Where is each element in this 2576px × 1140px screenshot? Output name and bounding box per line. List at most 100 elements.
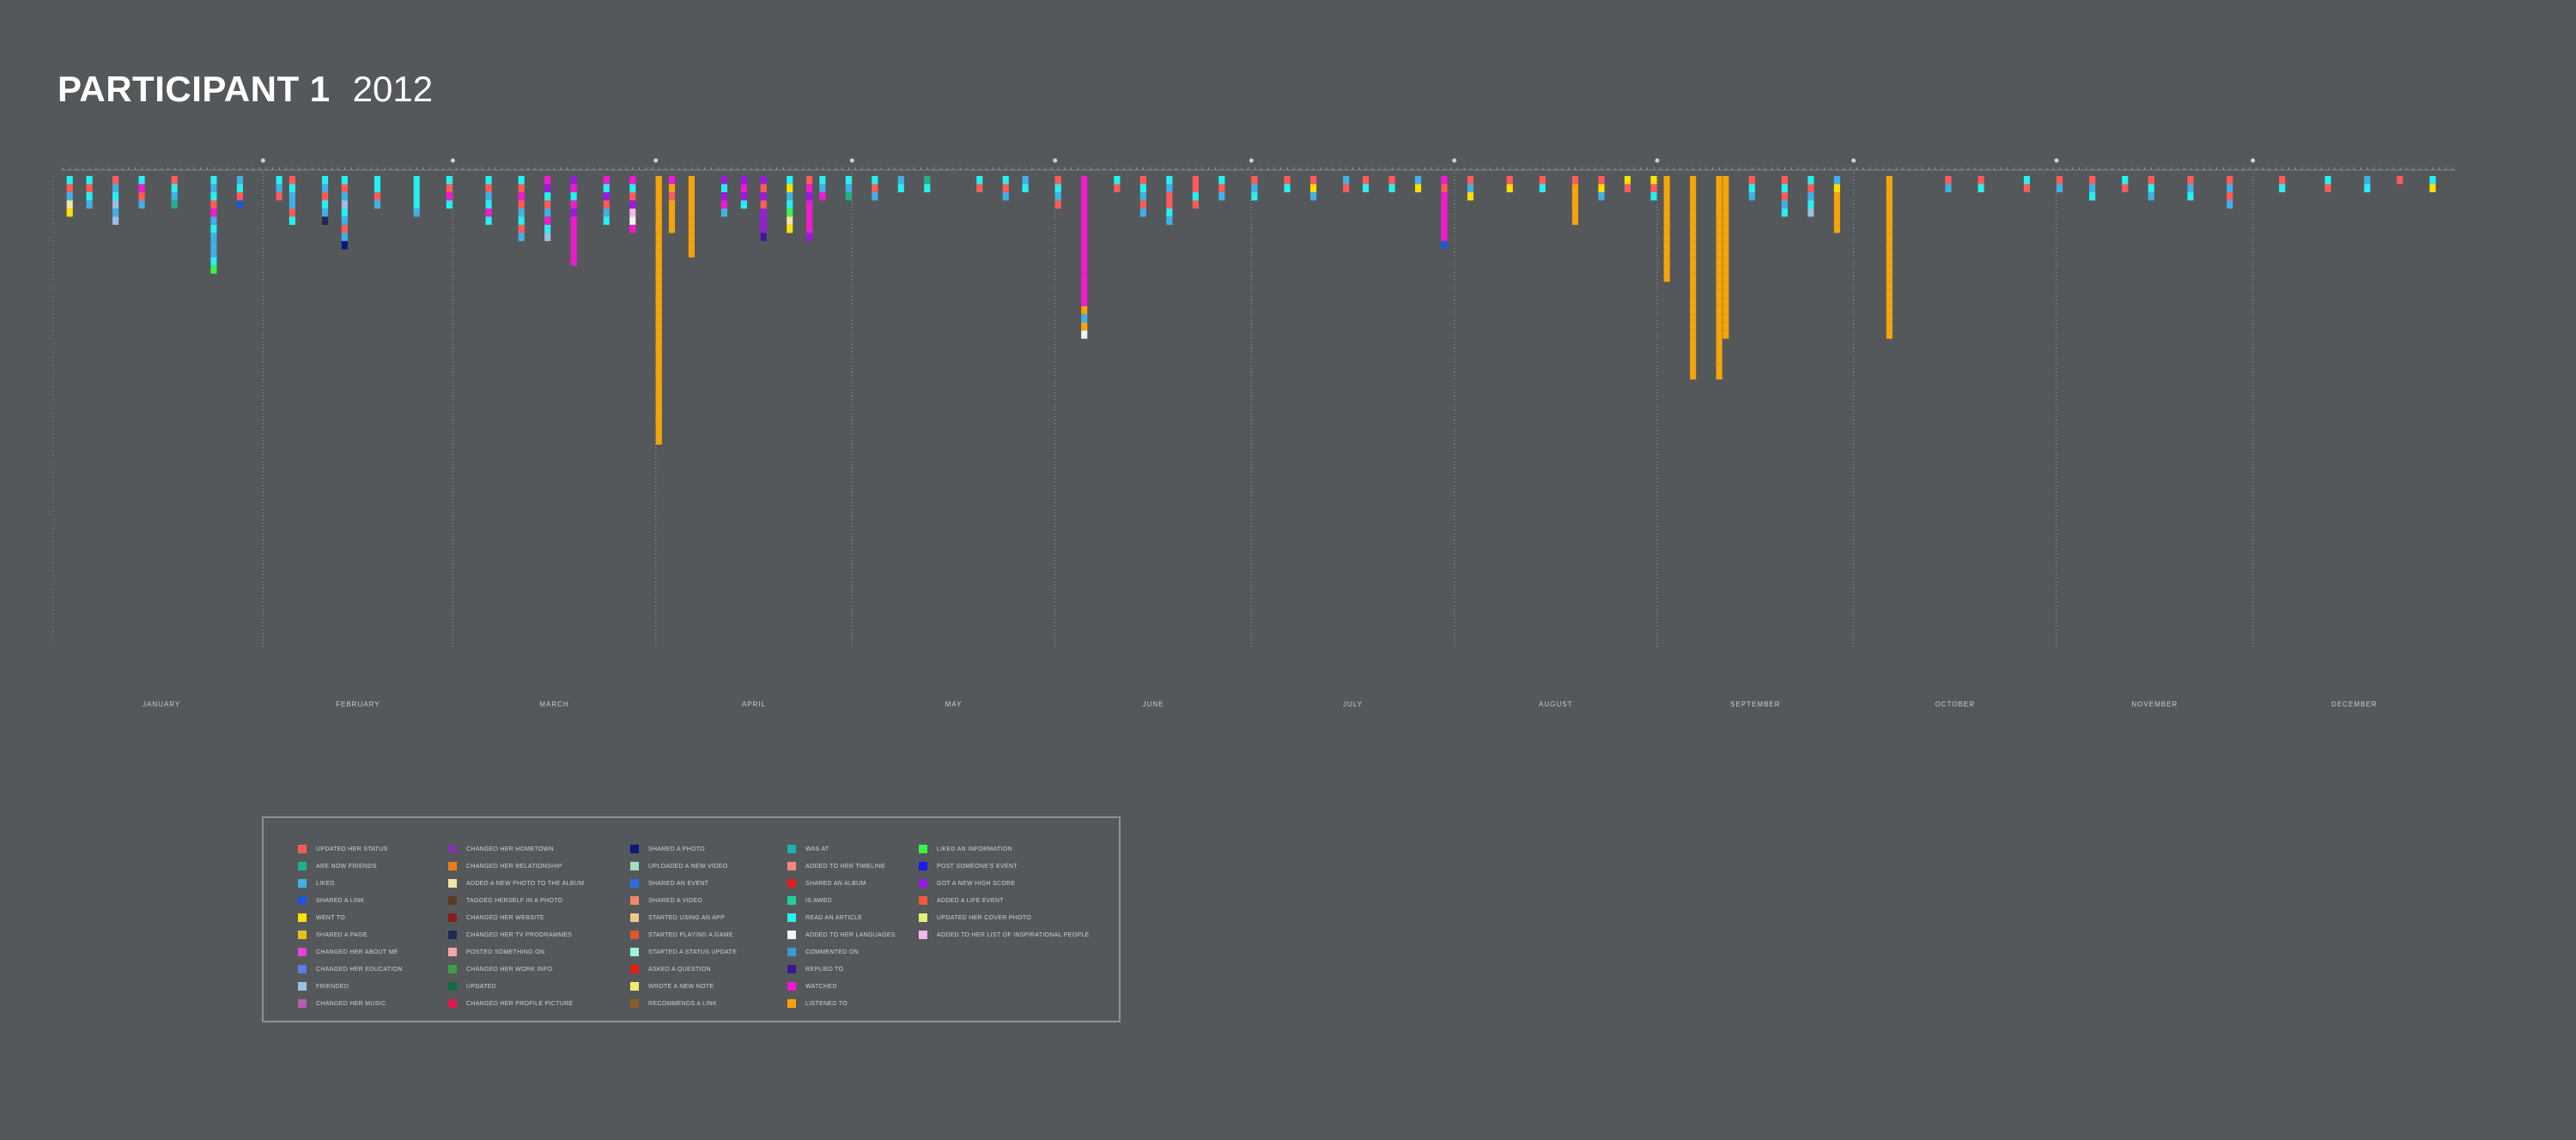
- activity-cell: [1716, 265, 1722, 274]
- activity-cell: [544, 216, 551, 225]
- activity-cell: [655, 176, 662, 185]
- legend-item: WROTE A NEW NOTE: [630, 978, 737, 995]
- activity-cell: [1690, 265, 1697, 274]
- activity-cell: [1081, 240, 1088, 250]
- activity-cell: [629, 184, 636, 192]
- activity-cell: [1571, 216, 1579, 225]
- activity-cell: [210, 249, 217, 258]
- activity-cell: [210, 200, 217, 209]
- activity-cell: [1166, 176, 1173, 185]
- activity-cell: [1081, 233, 1088, 241]
- activity-cell: [1284, 176, 1291, 185]
- activity-cell: [112, 176, 119, 185]
- month-label: MARCH: [539, 700, 568, 708]
- legend-swatch: [919, 931, 927, 939]
- activity-cell: [374, 184, 381, 192]
- activity-cell: [1467, 176, 1474, 185]
- activity-cell: [1781, 208, 1788, 217]
- activity-cell: [1690, 249, 1697, 258]
- legend-item: TAGGED HERSELF IN A PHOTO: [448, 892, 584, 909]
- activity-cell: [1251, 191, 1258, 201]
- activity-cell: [341, 224, 348, 233]
- activity-cell: [1716, 282, 1722, 290]
- activity-cell: [872, 176, 878, 185]
- activity-cell: [1722, 257, 1729, 266]
- activity-cell: [806, 208, 813, 217]
- legend-swatch: [787, 845, 796, 853]
- legend-swatch: [919, 896, 927, 905]
- activity-cell: [1081, 208, 1088, 217]
- activity-cell: [1650, 176, 1657, 185]
- activity-cell: [1716, 184, 1722, 192]
- activity-cell: [1663, 224, 1670, 233]
- activity-cell: [66, 208, 73, 217]
- activity-cell: [1722, 200, 1729, 209]
- legend-item: STARTED A STATUS UPDATE: [630, 943, 737, 961]
- activity-cell: [485, 208, 492, 217]
- activity-cell: [570, 176, 577, 185]
- activity-cell: [720, 200, 728, 209]
- activity-cell: [2089, 184, 2096, 192]
- activity-cell: [668, 216, 676, 225]
- activity-cell: [1218, 184, 1225, 192]
- activity-cell: [655, 371, 662, 380]
- activity-cell: [236, 176, 243, 185]
- activity-cell: [603, 208, 610, 217]
- activity-cell: [518, 200, 525, 209]
- legend-swatch: [919, 845, 927, 853]
- activity-cell: [1690, 273, 1697, 282]
- legend-label: STARTED USING AN APP: [648, 914, 725, 921]
- legend-swatch: [630, 879, 639, 888]
- activity-cell: [629, 224, 636, 233]
- legend-swatch: [448, 948, 457, 956]
- activity-cell: [210, 208, 217, 217]
- activity-cell: [112, 184, 119, 192]
- activity-cell: [1663, 208, 1670, 217]
- activity-cell: [1467, 191, 1474, 201]
- activity-cell: [629, 216, 636, 225]
- activity-cell: [1598, 176, 1605, 185]
- activity-cell: [544, 224, 551, 233]
- activity-cell: [1690, 282, 1697, 290]
- activity-cell: [544, 200, 551, 209]
- activity-cell: [2429, 184, 2436, 192]
- legend-label: UPDATED HER STATUS: [316, 846, 388, 852]
- legend-item: RECOMMENDS A LINK: [630, 995, 737, 1012]
- legend-label: SHARED A VIDEO: [648, 897, 702, 904]
- activity-cell: [1833, 224, 1840, 233]
- activity-cell: [1716, 363, 1722, 372]
- legend-label: SHARED A PAGE: [316, 931, 368, 938]
- activity-cell: [787, 184, 793, 192]
- legend-label: UPLOADED A NEW VIDEO: [648, 863, 728, 870]
- activity-cell: [806, 200, 813, 209]
- month-label: JANUARY: [143, 700, 180, 708]
- activity-cell: [2057, 176, 2063, 185]
- month-label: JULY: [1343, 700, 1363, 708]
- activity-cell: [2148, 191, 2154, 201]
- activity-cell: [872, 191, 878, 201]
- activity-cell: [289, 200, 295, 209]
- legend-item: WATCHED: [787, 978, 896, 995]
- activity-cell: [720, 208, 728, 217]
- activity-cell: [1807, 191, 1814, 201]
- activity-cell: [760, 208, 767, 217]
- activity-cell: [1716, 200, 1722, 209]
- activity-cell: [1722, 265, 1729, 274]
- activity-cell: [2187, 176, 2194, 185]
- activity-cell: [1362, 184, 1370, 192]
- activity-cell: [787, 200, 793, 209]
- activity-cell: [1441, 176, 1448, 185]
- activity-cell: [1722, 330, 1729, 339]
- activity-cell: [341, 184, 348, 192]
- legend-item: UPDATED HER STATUS: [298, 840, 403, 858]
- activity-cell: [276, 191, 283, 201]
- activity-cell: [1054, 176, 1061, 185]
- activity-cell: [485, 184, 492, 192]
- activity-cell: [1663, 233, 1670, 241]
- legend: UPDATED HER STATUS ARE NOW FRIENDS LIKED SH…: [262, 816, 1121, 1022]
- activity-cell: [138, 176, 145, 185]
- month-label: NOVEMBER: [2131, 700, 2178, 708]
- legend-swatch: [448, 931, 457, 939]
- legend-item: COMMENTED ON: [787, 943, 896, 961]
- activity-cell: [603, 216, 610, 225]
